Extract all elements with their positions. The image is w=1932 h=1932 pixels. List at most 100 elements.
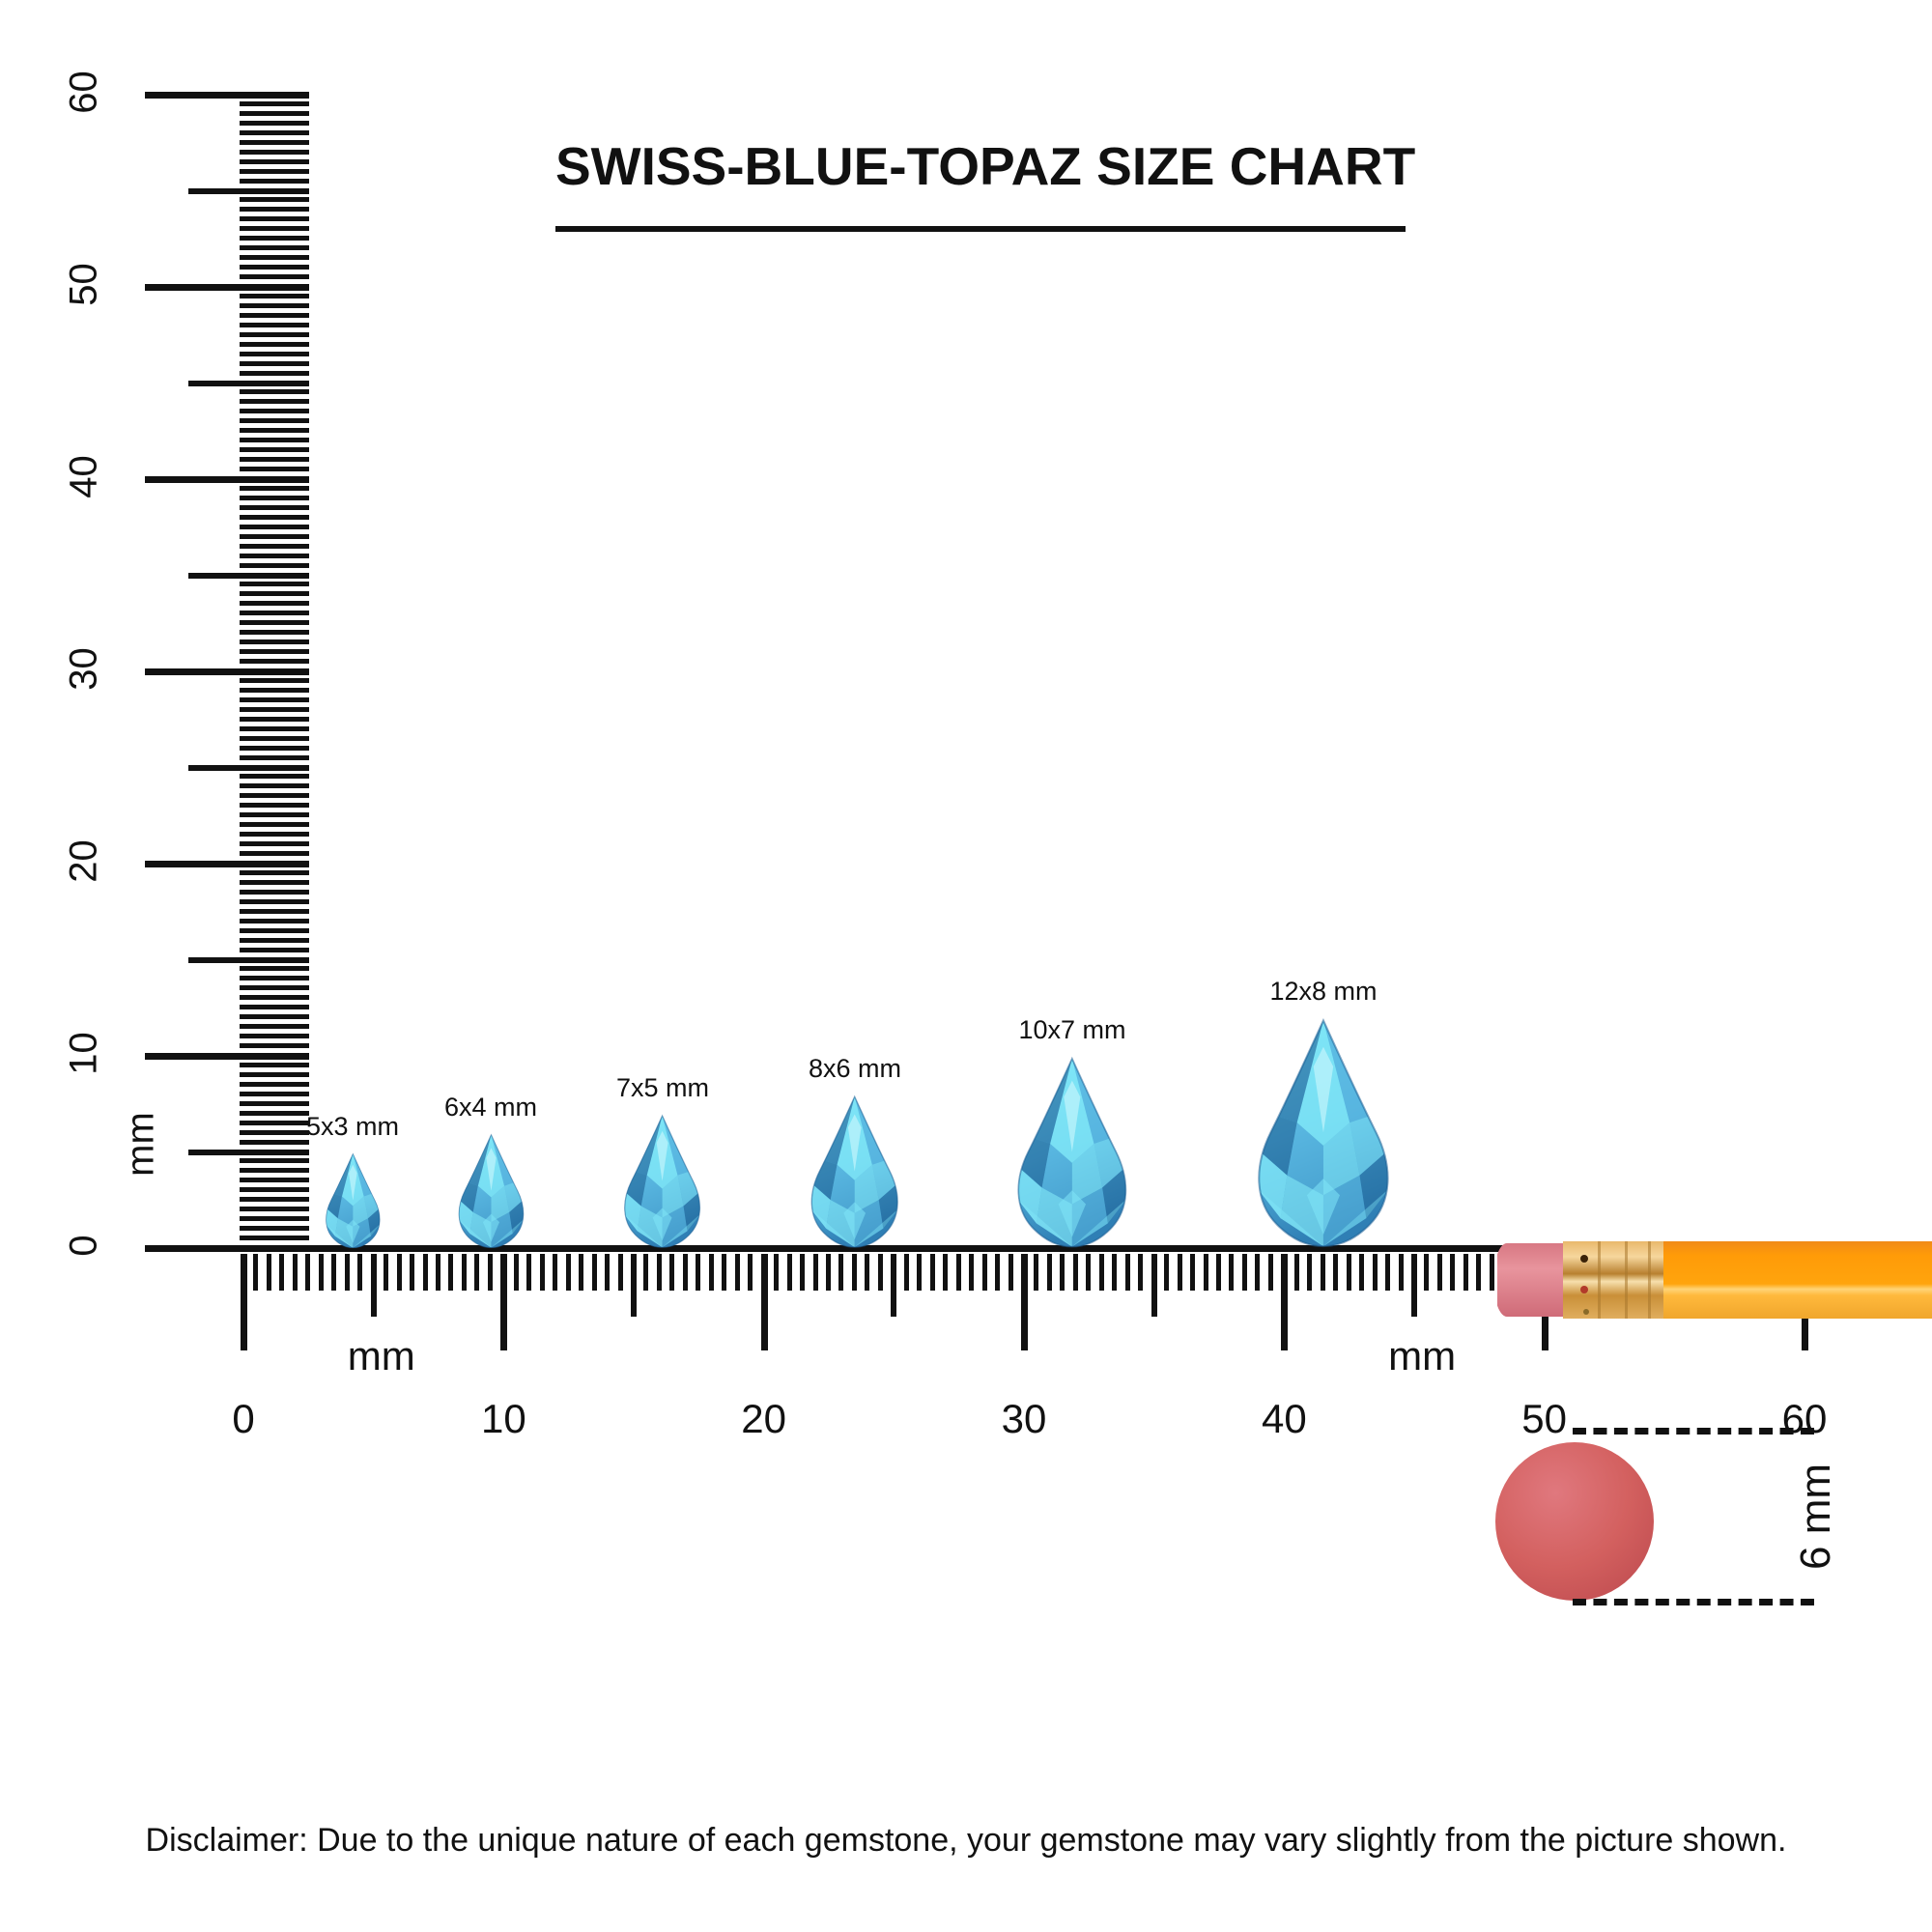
vertical-tick	[240, 649, 309, 655]
horizontal-tick	[410, 1254, 415, 1291]
horizontal-tick	[292, 1254, 298, 1291]
vertical-tick	[240, 611, 309, 616]
vertical-tick	[145, 668, 309, 675]
vertical-tick	[240, 524, 309, 529]
horizontal-tick	[305, 1254, 311, 1291]
horizontal-tick-label: 40	[1261, 1396, 1307, 1441]
pencil-reference-object	[1493, 1222, 1932, 1338]
vertical-tick	[240, 889, 309, 895]
vertical-tick	[240, 1207, 309, 1212]
horizontal-tick-label: 30	[1001, 1396, 1047, 1441]
horizontal-tick	[1293, 1254, 1299, 1291]
horizontal-tick	[605, 1254, 611, 1291]
horizontal-tick	[1008, 1254, 1013, 1291]
horizontal-tick	[1463, 1254, 1468, 1291]
vertical-tick	[240, 745, 309, 751]
vertical-tick	[240, 168, 309, 174]
horizontal-tick	[487, 1254, 493, 1291]
horizontal-tick	[1346, 1254, 1351, 1291]
horizontal-tick	[981, 1254, 987, 1291]
vertical-tick	[240, 659, 309, 665]
horizontal-tick	[1060, 1254, 1065, 1291]
vertical-tick	[240, 1129, 309, 1135]
horizontal-tick	[838, 1254, 844, 1291]
eraser-size-callout: 6 mm	[1729, 1430, 1903, 1604]
vertical-tick	[240, 832, 309, 838]
horizontal-ruler-unit-label: mm	[1388, 1333, 1457, 1378]
vertical-tick	[240, 687, 309, 693]
vertical-tick	[240, 918, 309, 923]
vertical-tick	[240, 110, 309, 116]
horizontal-tick	[955, 1254, 961, 1291]
chart-title-block: SWISS-BLUE-TOPAZ SIZE CHART	[555, 135, 1416, 232]
vertical-tick	[240, 265, 309, 270]
vertical-tick	[240, 409, 309, 414]
horizontal-tick	[617, 1254, 623, 1291]
horizontal-tick	[669, 1254, 675, 1291]
vertical-tick	[240, 1139, 309, 1145]
horizontal-tick	[396, 1254, 402, 1291]
horizontal-tick	[656, 1254, 662, 1291]
horizontal-tick	[370, 1254, 377, 1317]
gemstone-5by3mm	[306, 1151, 400, 1249]
vertical-tick-label: 60	[62, 71, 105, 114]
vertical-tick	[240, 1178, 309, 1183]
vertical-tick	[240, 927, 309, 933]
vertical-tick	[240, 1014, 309, 1020]
horizontal-tick	[812, 1254, 818, 1291]
vertical-tick	[188, 956, 309, 963]
horizontal-tick	[1124, 1254, 1130, 1291]
horizontal-ruler-unit-label: mm	[347, 1333, 415, 1378]
horizontal-tick	[643, 1254, 649, 1291]
vertical-tick	[240, 812, 309, 818]
horizontal-tick	[579, 1254, 584, 1291]
ruler-baseline	[145, 1245, 1806, 1252]
vertical-tick	[240, 966, 309, 972]
gemstone-10by7mm	[963, 1056, 1181, 1248]
horizontal-tick	[1255, 1254, 1261, 1291]
horizontal-tick	[1398, 1254, 1404, 1291]
gemstone-size-label: 12x8 mm	[1269, 977, 1378, 1007]
vertical-tick-label: 10	[62, 1032, 105, 1075]
vertical-tick	[240, 985, 309, 991]
horizontal-tick	[384, 1254, 389, 1291]
vertical-tick	[145, 1053, 309, 1060]
horizontal-tick	[565, 1254, 571, 1291]
vertical-tick	[240, 207, 309, 213]
gemstone-size-label: 6x4 mm	[443, 1092, 538, 1122]
horizontal-tick	[1151, 1254, 1157, 1317]
horizontal-tick	[1086, 1254, 1092, 1291]
horizontal-tick	[786, 1254, 792, 1291]
horizontal-tick	[682, 1254, 688, 1291]
vertical-tick	[240, 869, 309, 875]
eraser-reference-object	[1492, 1439, 1657, 1604]
vertical-tick	[240, 1071, 309, 1077]
horizontal-tick	[1333, 1254, 1339, 1291]
vertical-tick	[240, 1216, 309, 1222]
horizontal-tick	[591, 1254, 597, 1291]
vertical-tick	[145, 92, 309, 99]
horizontal-tick	[708, 1254, 714, 1291]
vertical-tick	[240, 620, 309, 626]
horizontal-tick	[1489, 1254, 1494, 1291]
vertical-tick	[240, 1226, 309, 1232]
horizontal-tick	[722, 1254, 727, 1291]
horizontal-tick	[279, 1254, 285, 1291]
horizontal-tick	[995, 1254, 1001, 1291]
horizontal-tick	[461, 1254, 467, 1291]
horizontal-tick	[1267, 1254, 1273, 1291]
horizontal-tick-label: 50	[1521, 1396, 1568, 1441]
horizontal-tick	[436, 1254, 440, 1291]
page-title: SWISS-BLUE-TOPAZ SIZE CHART	[555, 136, 1416, 196]
horizontal-tick	[1164, 1254, 1170, 1291]
vertical-tick	[240, 562, 309, 568]
vertical-tick	[240, 783, 309, 789]
vertical-tick	[240, 139, 309, 145]
horizontal-tick	[500, 1254, 508, 1350]
horizontal-tick	[241, 1254, 247, 1350]
vertical-tick	[188, 572, 309, 579]
vertical-tick	[240, 149, 309, 155]
gemstone-size-label: 10x7 mm	[1018, 1015, 1126, 1044]
gemstone-size-label: 5x3 mm	[305, 1111, 400, 1141]
gemstone-8by6mm	[761, 1094, 948, 1248]
